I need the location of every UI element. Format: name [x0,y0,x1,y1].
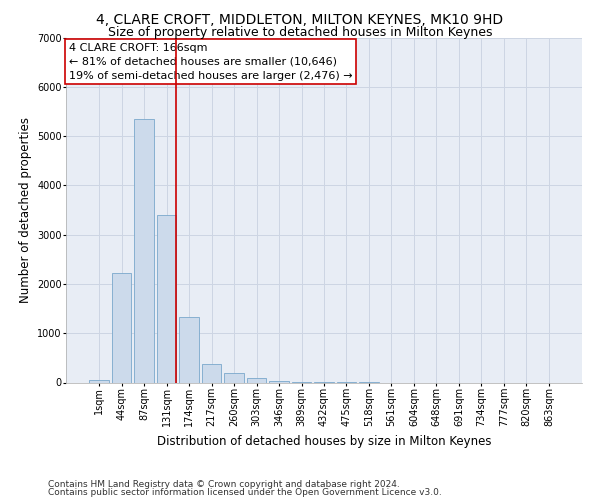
Text: Contains public sector information licensed under the Open Government Licence v3: Contains public sector information licen… [48,488,442,497]
Text: Contains HM Land Registry data © Crown copyright and database right 2024.: Contains HM Land Registry data © Crown c… [48,480,400,489]
X-axis label: Distribution of detached houses by size in Milton Keynes: Distribution of detached houses by size … [157,434,491,448]
Bar [247,378,266,382]
Bar [157,215,176,382]
Text: 4 CLARE CROFT: 166sqm
← 81% of detached houses are smaller (10,646)
19% of semi-: 4 CLARE CROFT: 166sqm ← 81% of detached … [68,42,352,80]
Bar [179,318,199,382]
Y-axis label: Number of detached properties: Number of detached properties [19,117,32,303]
Bar [224,373,244,382]
Bar [112,272,131,382]
Bar [134,119,154,382]
Text: Size of property relative to detached houses in Milton Keynes: Size of property relative to detached ho… [108,26,492,39]
Bar [269,381,289,382]
Bar [202,364,221,382]
Bar [89,380,109,382]
Text: 4, CLARE CROFT, MIDDLETON, MILTON KEYNES, MK10 9HD: 4, CLARE CROFT, MIDDLETON, MILTON KEYNES… [97,12,503,26]
